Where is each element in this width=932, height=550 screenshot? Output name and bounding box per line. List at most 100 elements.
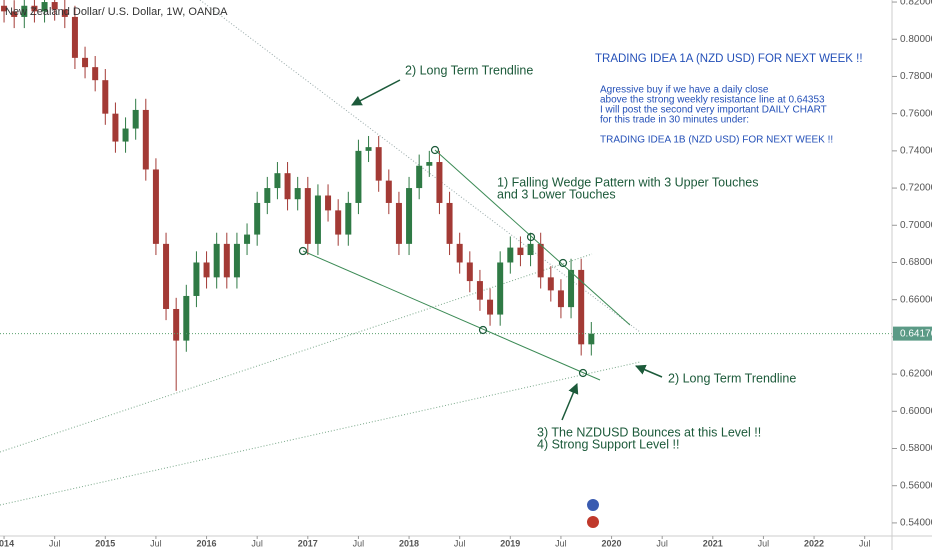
candle-body	[284, 173, 291, 200]
candle-body	[41, 2, 48, 12]
candle-body	[102, 80, 109, 114]
candle-body	[466, 262, 473, 282]
x-tick-label: 2019	[500, 538, 520, 548]
candle-body	[92, 67, 99, 81]
arrow	[351, 79, 401, 106]
candle-body	[314, 195, 321, 244]
candle-body	[527, 243, 534, 256]
candle-body	[203, 262, 210, 278]
touch-point	[478, 325, 488, 335]
touch-point	[430, 145, 440, 155]
candle-body	[487, 299, 494, 315]
candle-body	[122, 128, 129, 142]
touch-point	[558, 258, 568, 268]
candle-body	[395, 202, 402, 244]
candle-body	[426, 162, 433, 166]
candle-body	[82, 57, 89, 68]
candle-body	[11, 11, 18, 17]
x-tick-label: Jul	[150, 538, 162, 548]
candle-body	[51, 2, 58, 10]
annotation: TRADING IDEA 1A (NZD USD) FOR NEXT WEEK …	[595, 53, 863, 65]
x-tick-label: Jul	[49, 538, 61, 548]
candle-body	[233, 243, 240, 278]
chart-title: New Zealand Dollar/ U.S. Dollar, 1W, OAN…	[5, 6, 228, 18]
event-icon	[587, 499, 599, 511]
candle-body	[385, 180, 392, 203]
x-tick-label: 2018	[399, 538, 419, 548]
x-tick-label: Jul	[353, 538, 365, 548]
candle-body	[71, 16, 78, 58]
candle-body	[142, 109, 149, 170]
x-tick-label: Jul	[859, 538, 871, 548]
x-tick-label: 2014	[0, 538, 14, 548]
x-tick-label: 2020	[602, 538, 622, 548]
candle-body	[547, 277, 554, 291]
annotation: 2) Long Term Trendline	[668, 371, 796, 385]
candle-body	[1, 5, 8, 12]
candle-body	[325, 195, 332, 211]
candle-body	[476, 281, 483, 300]
candle-body	[365, 147, 372, 151]
candle-body	[446, 202, 453, 244]
candle-body	[436, 162, 443, 203]
annotation: and 3 Lower Touches	[497, 187, 616, 201]
annotation: I will post the second very important DA…	[600, 105, 827, 116]
annotation: 1) Falling Wedge Pattern with 3 Upper To…	[497, 175, 759, 189]
candle-body	[335, 210, 342, 235]
candle-body	[264, 188, 271, 203]
candle-body	[21, 5, 28, 17]
candle-body	[537, 243, 544, 278]
candle-body	[274, 173, 281, 189]
candle-body	[254, 202, 261, 235]
candle-body	[355, 150, 362, 203]
annotation: 2) Long Term Trendline	[405, 63, 533, 77]
candle-body	[568, 269, 575, 308]
candle-body	[112, 113, 119, 142]
event-icon	[587, 516, 599, 528]
x-tick-label: 2016	[197, 538, 217, 548]
candle-body	[375, 147, 382, 181]
x-tick-label: Jul	[251, 538, 263, 548]
wedge-lower	[302, 250, 601, 381]
trendline	[199, 0, 641, 333]
candle-body	[304, 188, 311, 244]
last-price-label: 0.64176	[900, 328, 932, 339]
trendline	[0, 361, 641, 506]
candle-body	[173, 308, 180, 341]
candle-body	[31, 5, 38, 12]
arrow	[635, 364, 663, 378]
candle-body	[578, 269, 585, 345]
candle-body	[517, 247, 524, 256]
annotation: 3) The NZDUSD Bounces at this Level !!	[537, 425, 761, 439]
candle-body	[132, 109, 139, 129]
touch-point	[298, 246, 308, 256]
candle-body	[163, 243, 170, 309]
x-tick-label: 2015	[95, 538, 115, 548]
arrow	[561, 383, 579, 421]
x-tick-label: Jul	[656, 538, 668, 548]
x-tick-label: 2021	[703, 538, 723, 548]
trendline	[0, 253, 593, 453]
touch-point	[578, 368, 588, 378]
touch-point	[526, 232, 536, 242]
candle-body	[557, 290, 564, 308]
annotation: above the strong weekly resistance line …	[600, 95, 825, 106]
x-tick-label: 2022	[804, 538, 824, 548]
candle-body	[152, 169, 159, 244]
candle-body	[345, 202, 352, 235]
candle-body	[588, 333, 595, 345]
